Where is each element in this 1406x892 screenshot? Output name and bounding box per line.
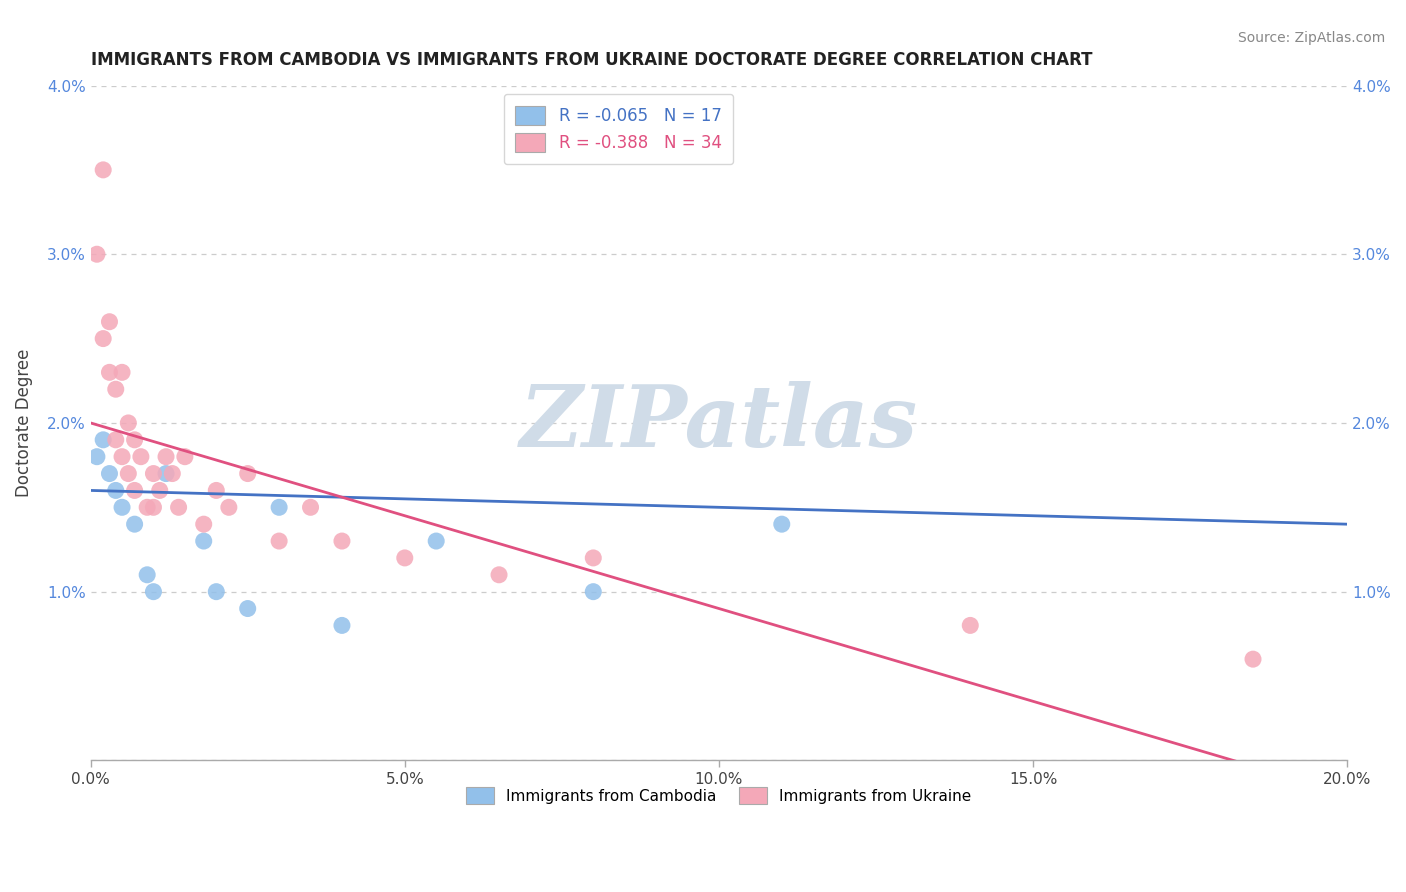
Point — [124, 433, 146, 447]
Point — [162, 467, 184, 481]
Point — [330, 618, 353, 632]
Point — [1241, 652, 1264, 666]
Point — [98, 315, 121, 329]
Point — [91, 162, 114, 177]
Point — [124, 517, 146, 532]
Point — [582, 584, 605, 599]
Point — [582, 550, 605, 565]
Point — [155, 467, 177, 481]
Text: ZIPatlas: ZIPatlas — [520, 381, 918, 465]
Point — [98, 365, 121, 379]
Point — [142, 584, 165, 599]
Point — [149, 483, 172, 498]
Point — [394, 550, 416, 565]
Point — [155, 450, 177, 464]
Point — [111, 450, 134, 464]
Point — [218, 500, 240, 515]
Point — [104, 433, 127, 447]
Point — [136, 500, 159, 515]
Legend: Immigrants from Cambodia, Immigrants from Ukraine: Immigrants from Cambodia, Immigrants fro… — [457, 778, 980, 814]
Point — [299, 500, 322, 515]
Point — [269, 500, 291, 515]
Point — [269, 534, 291, 549]
Point — [173, 450, 195, 464]
Point — [111, 500, 134, 515]
Point — [129, 450, 152, 464]
Point — [425, 534, 447, 549]
Point — [111, 365, 134, 379]
Point — [142, 467, 165, 481]
Point — [86, 247, 108, 261]
Point — [98, 467, 121, 481]
Point — [205, 483, 228, 498]
Point — [117, 467, 139, 481]
Point — [136, 567, 159, 582]
Point — [236, 467, 259, 481]
Point — [117, 416, 139, 430]
Point — [236, 601, 259, 615]
Point — [193, 534, 215, 549]
Y-axis label: Doctorate Degree: Doctorate Degree — [15, 349, 32, 497]
Point — [104, 483, 127, 498]
Point — [488, 567, 510, 582]
Text: IMMIGRANTS FROM CAMBODIA VS IMMIGRANTS FROM UKRAINE DOCTORATE DEGREE CORRELATION: IMMIGRANTS FROM CAMBODIA VS IMMIGRANTS F… — [90, 51, 1092, 69]
Point — [124, 483, 146, 498]
Point — [770, 517, 793, 532]
Point — [205, 584, 228, 599]
Point — [86, 450, 108, 464]
Point — [193, 517, 215, 532]
Point — [91, 332, 114, 346]
Text: Source: ZipAtlas.com: Source: ZipAtlas.com — [1237, 31, 1385, 45]
Point — [330, 534, 353, 549]
Point — [142, 500, 165, 515]
Point — [167, 500, 190, 515]
Point — [104, 382, 127, 396]
Point — [959, 618, 981, 632]
Point — [91, 433, 114, 447]
